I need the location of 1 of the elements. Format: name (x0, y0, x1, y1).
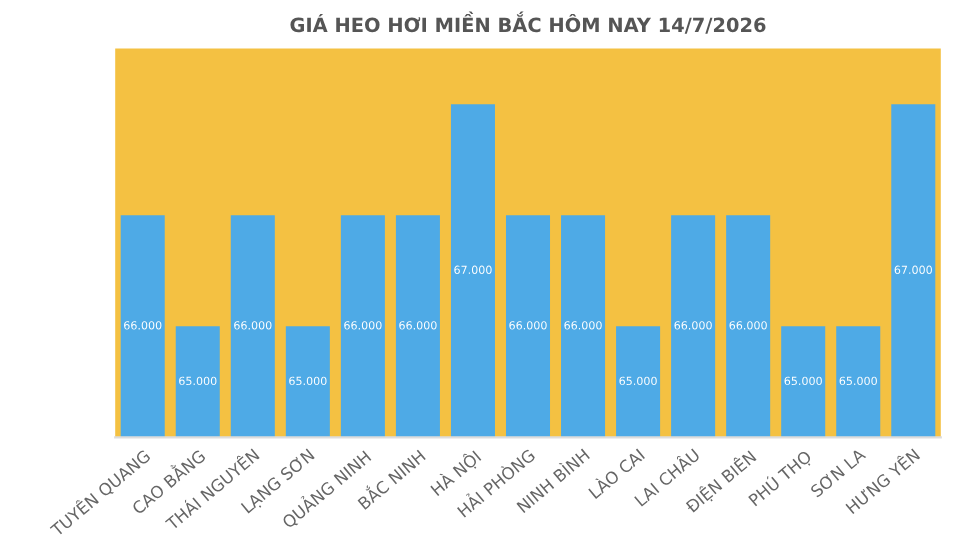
chart-title: GIÁ HEO HƠI MIỀN BẮC HÔM NAY 14/7/2026 (290, 11, 766, 34)
